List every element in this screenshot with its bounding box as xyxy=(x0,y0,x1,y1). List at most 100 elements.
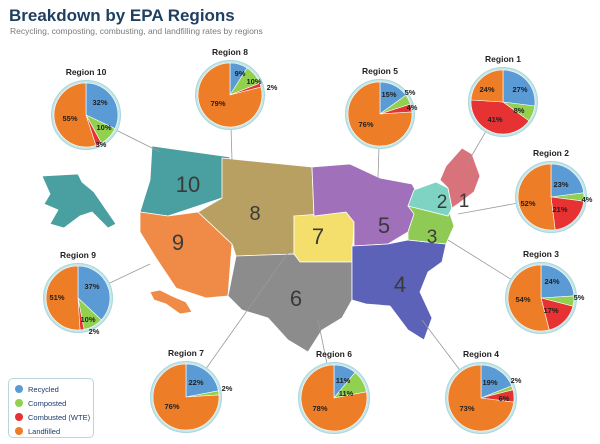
slice-region-10-landfilled xyxy=(53,82,97,148)
pie-title-region-10: Region 10 xyxy=(66,67,107,77)
slice-region-7-recycled xyxy=(185,363,219,398)
pie-label-region-10-combusted: 3% xyxy=(96,140,107,149)
pie-label-region-5-recycled: 15% xyxy=(381,90,396,99)
slice-region-8-landfilled xyxy=(197,62,263,128)
map-number-9: 9 xyxy=(172,230,184,255)
pie-region-6: Region 6 11% 11% 78% xyxy=(298,349,370,434)
slice-region-10-recycled xyxy=(85,82,119,130)
pie-label-region-4-landfilled: 73% xyxy=(459,404,474,413)
legend-label-recycled: Recycled xyxy=(28,384,59,394)
legend-swatch-composted xyxy=(15,399,23,407)
legend-swatch-recycled xyxy=(15,385,23,393)
pie-label-region-8-composted: 10% xyxy=(246,77,261,86)
map-number-2: 2 xyxy=(437,192,448,213)
pie-label-region-4-composted: 2% xyxy=(511,376,522,385)
pie-label-region-6-recycled: 11% xyxy=(336,376,351,385)
map-number-10: 10 xyxy=(176,172,200,197)
pie-label-region-5-combusted: 4% xyxy=(407,103,418,112)
pie-label-region-4-recycled: 19% xyxy=(482,378,497,387)
pie-label-region-2-composted: 4% xyxy=(582,195,593,204)
slice-region-5-landfilled xyxy=(347,81,413,147)
slice-region-2-landfilled xyxy=(517,163,556,231)
slice-region-1-landfilled xyxy=(470,69,504,103)
pie-region-8: Region 8 9%10% 2% 79% xyxy=(195,47,278,130)
pie-label-region-10-recycled: 32% xyxy=(92,98,107,107)
pie-label-region-1-landfilled: 24% xyxy=(479,85,494,94)
pie-title-region-7: Region 7 xyxy=(168,348,204,358)
pie-title-region-9: Region 9 xyxy=(60,250,96,260)
pie-title-region-2: Region 2 xyxy=(533,148,569,158)
pie-label-region-3-composted: 5% xyxy=(574,293,585,302)
legend-swatch-combusted xyxy=(15,413,23,421)
legend-label-combusted: Combusted (WTE) xyxy=(28,412,91,422)
legend-item-combusted: Combusted (WTE) xyxy=(9,411,93,423)
pie-label-region-5-composted: 5% xyxy=(405,88,416,97)
map-number-8: 8 xyxy=(249,203,260,225)
pie-label-region-5-landfilled: 76% xyxy=(358,120,373,129)
pie-label-region-7-recycled: 22% xyxy=(188,378,203,387)
pie-region-10: Region 10 32% 10% 3% 55% xyxy=(51,67,121,150)
pie-region-4: Region 4 19% 2%6% 73% xyxy=(445,349,522,434)
slice-region-1-recycled xyxy=(502,69,536,107)
map-number-7: 7 xyxy=(312,224,324,249)
slice-region-4-landfilled xyxy=(447,364,515,432)
pie-title-region-6: Region 6 xyxy=(316,349,352,359)
pie-label-region-6-composted: 11% xyxy=(339,389,354,398)
map-number-3: 3 xyxy=(427,227,438,248)
slice-region-1-combusted xyxy=(470,99,530,135)
slice-region-9-landfilled xyxy=(45,265,81,331)
pie-label-region-9-composted: 10% xyxy=(80,315,95,324)
pie-label-region-7-composted: 2% xyxy=(222,384,233,393)
pie-region-1: Region 1 27% 8% 41% 24% xyxy=(468,54,538,137)
slice-region-2-recycled xyxy=(550,163,585,198)
legend: Recycled Composted Combusted (WTE) Landf… xyxy=(8,378,94,438)
pie-title-region-8: Region 8 xyxy=(212,47,248,57)
pie-label-region-9-landfilled: 51% xyxy=(49,293,64,302)
slice-region-7-landfilled xyxy=(152,363,220,431)
slice-region-2-combusted xyxy=(550,196,585,231)
slice-region-4-recycled xyxy=(480,364,513,399)
pie-label-region-7-landfilled: 76% xyxy=(164,402,179,411)
pie-label-region-1-recycled: 27% xyxy=(512,85,527,94)
pie-label-region-10-landfilled: 55% xyxy=(62,114,77,123)
slice-region-3-landfilled xyxy=(507,264,550,332)
pie-label-region-6-landfilled: 78% xyxy=(312,404,327,413)
pie-title-region-1: Region 1 xyxy=(485,54,521,64)
legend-label-landfilled: Landfilled xyxy=(28,426,61,436)
map-region-1 xyxy=(439,147,481,209)
pie-label-region-3-landfilled: 54% xyxy=(515,295,530,304)
slice-region-6-landfilled xyxy=(300,364,368,432)
map-region-numbers: 10 8 9 7 5 12 3 4 6 xyxy=(172,172,469,311)
pie-label-region-10-composted: 10% xyxy=(96,123,111,132)
pie-label-region-8-landfilled: 79% xyxy=(210,99,225,108)
map-region-9 xyxy=(139,211,233,299)
slice-region-9-recycled xyxy=(77,265,111,321)
legend-item-landfilled: Landfilled xyxy=(9,425,93,437)
legend-label-composted: Composted xyxy=(28,398,67,408)
pie-label-region-3-recycled: 24% xyxy=(544,277,559,286)
slice-region-3-recycled xyxy=(540,264,575,299)
pie-label-region-4-combusted: 6% xyxy=(499,394,510,403)
pie-label-region-9-recycled: 37% xyxy=(84,282,99,291)
pie-region-9: Region 9 37% 10% 2% 51% xyxy=(43,250,113,336)
pie-label-region-8-combusted: 2% xyxy=(267,83,278,92)
pie-title-region-4: Region 4 xyxy=(463,349,499,359)
pie-title-region-5: Region 5 xyxy=(362,66,398,76)
pie-title-region-3: Region 3 xyxy=(523,249,559,259)
pie-region-7: Region 7 22% 2% 76% xyxy=(150,348,233,433)
legend-swatch-landfilled xyxy=(15,427,23,435)
page-subtitle: Recycling, composting, combusting, and l… xyxy=(10,26,263,36)
map-number-5: 5 xyxy=(378,213,390,238)
map-alaska xyxy=(41,173,117,229)
legend-item-recycled: Recycled xyxy=(9,383,93,395)
pie-region-5: Region 5 15% 5% 4% 76% xyxy=(345,66,418,149)
map-number-6: 6 xyxy=(290,286,302,311)
page-title: Breakdown by EPA Regions xyxy=(9,6,235,25)
pie-label-region-2-recycled: 23% xyxy=(553,180,568,189)
map-number-4: 4 xyxy=(394,272,406,297)
pie-label-region-2-combusted: 21% xyxy=(552,205,567,214)
pie-label-region-1-combusted: 41% xyxy=(487,115,502,124)
pie-region-3: Region 3 24% 5% 17% 54% xyxy=(505,249,585,334)
